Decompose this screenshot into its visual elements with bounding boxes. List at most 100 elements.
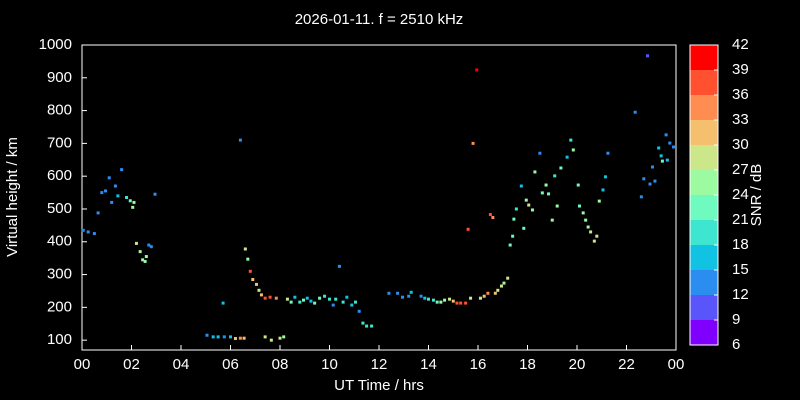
point [451, 299, 455, 303]
point [660, 159, 664, 163]
point [143, 259, 147, 263]
point [243, 247, 247, 251]
point [459, 301, 463, 305]
point [478, 296, 482, 300]
point [153, 192, 157, 196]
point [482, 294, 486, 298]
colorbar-tick-label: 42 [732, 36, 749, 53]
colorbar-tick-label: 6 [732, 336, 740, 353]
point [138, 250, 142, 254]
point [305, 296, 309, 300]
point [646, 54, 650, 58]
colorbar-tick-label: 12 [732, 286, 749, 303]
point [471, 141, 475, 145]
point [238, 138, 242, 142]
point [302, 298, 306, 302]
point [120, 168, 124, 172]
point [396, 291, 400, 295]
point [439, 300, 443, 304]
point [648, 182, 652, 186]
point [233, 337, 237, 341]
point [514, 207, 518, 211]
chart-title: 2026-01-11. f = 2510 kHz [295, 11, 464, 28]
colorbar-bin [690, 95, 718, 120]
point [116, 194, 120, 198]
point [464, 301, 468, 305]
point [455, 301, 459, 305]
point [584, 218, 588, 222]
point [323, 294, 327, 298]
colorbar-tick-label: 18 [732, 236, 749, 253]
x-tick-label: 22 [618, 356, 635, 373]
colorbar-bin [690, 195, 718, 220]
x-tick-label: 10 [321, 356, 338, 373]
point [263, 296, 267, 300]
point [672, 145, 676, 149]
point [576, 183, 580, 187]
point [309, 299, 313, 303]
point [527, 203, 531, 207]
point [488, 213, 492, 217]
point [653, 179, 657, 183]
point [565, 155, 569, 159]
point [259, 293, 263, 297]
point [274, 296, 278, 300]
colorbar-tick-label: 9 [732, 311, 740, 328]
point [318, 296, 322, 300]
point [242, 336, 246, 340]
point [257, 288, 261, 292]
point [448, 297, 452, 301]
point [268, 295, 272, 299]
colorbar-bin [690, 120, 718, 145]
y-tick-label: 300 [47, 266, 72, 283]
colorbar-bin [690, 170, 718, 195]
colorbar-label: SNR / dB [748, 164, 765, 227]
point [285, 297, 289, 301]
point [141, 258, 145, 262]
y-tick-label: 700 [47, 134, 72, 151]
point [293, 295, 297, 299]
point [263, 335, 267, 339]
point [601, 188, 605, 192]
point [650, 165, 654, 169]
point [540, 191, 544, 195]
point [337, 264, 341, 268]
point [86, 230, 90, 234]
point [533, 170, 537, 174]
point [251, 277, 255, 281]
point [298, 300, 302, 304]
point [401, 295, 405, 299]
point [229, 335, 232, 339]
point [427, 297, 430, 301]
x-tick-label: 14 [420, 356, 437, 373]
point [577, 204, 581, 208]
x-tick-label: 12 [371, 356, 388, 373]
point [633, 110, 637, 114]
point [606, 151, 610, 155]
y-tick-label: 900 [47, 69, 72, 86]
y-tick-label: 400 [47, 233, 72, 250]
point [595, 234, 599, 238]
point [506, 276, 510, 280]
point [550, 218, 554, 222]
point [603, 175, 607, 179]
point [586, 225, 590, 229]
colorbar-bin [690, 245, 718, 270]
colorbar-bin [690, 320, 718, 345]
point [511, 234, 515, 238]
x-axis-label: UT Time / hrs [334, 377, 424, 394]
colorbar-bin [690, 220, 718, 245]
point [522, 226, 526, 230]
point [502, 281, 506, 285]
point [328, 297, 331, 301]
point [519, 184, 523, 188]
point [538, 151, 542, 155]
point [211, 335, 215, 339]
colorbar-tick-label: 15 [732, 261, 749, 278]
point [269, 338, 273, 342]
point [216, 335, 220, 339]
x-tick-label: 00 [668, 356, 685, 373]
point [365, 324, 369, 328]
point [345, 295, 349, 299]
